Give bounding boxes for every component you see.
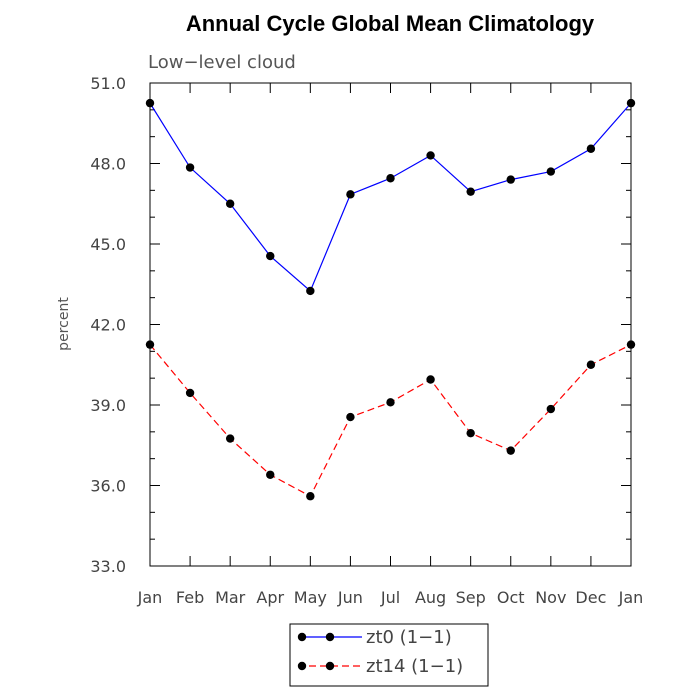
y-axis-label: percent [56,297,72,351]
data-point [266,470,275,479]
y-tick-label: 45.0 [90,235,126,254]
legend-marker [325,632,335,642]
x-tick-label: Jan [137,588,163,607]
x-tick-label: Aug [415,588,446,607]
data-point [426,375,435,384]
data-point [426,151,435,160]
chart-subtitle: Low−level cloud [148,52,296,73]
data-point [225,199,235,208]
x-tick-label: Sep [456,588,486,607]
data-point [586,360,596,369]
legend: zt0 (1−1) zt14 (1−1) [297,627,463,677]
series-line [149,102,632,292]
data-point [546,404,556,414]
x-tick-label: Nov [535,588,566,607]
data-point [145,98,155,108]
legend-box [289,623,489,687]
chart-title: Annual Cycle Global Mean Climatology [186,11,595,36]
data-point [506,446,515,455]
y-tick-label: 36.0 [90,477,126,496]
data-point [626,98,636,108]
data-point [225,434,235,443]
x-tick-label: Oct [497,588,525,607]
legend-marker [297,661,307,671]
data-point [546,167,556,176]
y-tick-label: 33.0 [90,557,126,576]
data-point [266,251,275,261]
y-tick-label: 42.0 [90,316,126,335]
series-1 [145,340,636,501]
x-tick-label: Feb [176,588,204,607]
y-tick-labels: 33.0 36.0 39.0 42.0 45.0 48.0 51.0 [90,74,126,576]
legend-marker [325,661,335,671]
data-point [306,492,315,501]
series-line [149,344,632,498]
y-tick-label: 51.0 [90,74,126,93]
data-point [626,340,636,349]
x-tick-label: Jun [337,588,363,607]
data-point [145,340,155,349]
y-tick-label: 39.0 [90,396,126,415]
data-point [466,187,475,196]
legend-label: zt14 (1−1) [366,656,463,677]
plot-frame [149,82,632,567]
x-tick-label: Mar [215,588,246,607]
x-tick-label: Apr [256,588,284,607]
x-tick-label: Dec [575,588,606,607]
data-point [386,398,395,407]
data-point [506,175,515,184]
series-0 [145,98,636,296]
x-tick-label: Jan [618,588,644,607]
data-point [346,190,355,199]
data-point [386,174,395,183]
x-tick-label: May [294,588,327,607]
legend-label: zt0 (1−1) [366,627,452,648]
data-point [185,163,195,172]
legend-marker [297,632,307,642]
data-point [185,388,195,398]
series-layer [145,98,636,501]
data-point [346,412,355,422]
y-tick-label: 48.0 [90,155,126,174]
data-point [586,144,596,153]
data-point [466,428,475,438]
x-tick-labels: Jan Feb Mar Apr May Jun Jul Aug Sep Oct Nov Dec Jan [137,588,644,607]
x-tick-label: Jul [380,588,400,607]
data-point [306,286,315,296]
axis-ticks [149,82,632,567]
